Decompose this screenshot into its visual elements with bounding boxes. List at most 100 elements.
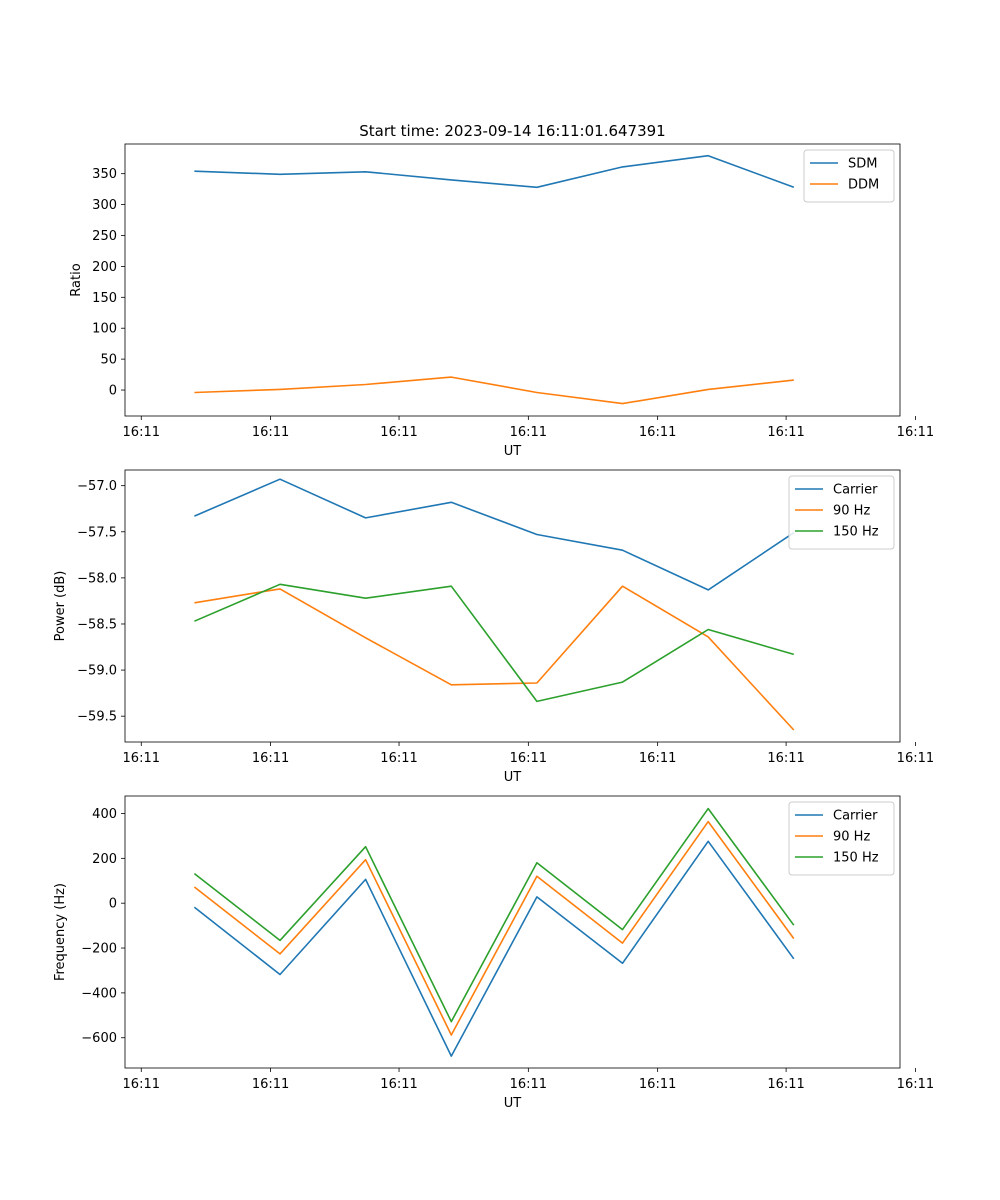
data-point (449, 683, 453, 687)
data-point (621, 548, 625, 552)
x-axis-label: UT (504, 770, 522, 785)
data-point (192, 619, 196, 623)
x-tick-label: 16:11 (252, 751, 289, 766)
y-tick-label: −400 (81, 986, 117, 1001)
subplot-1: 16:11 16:11 16:11 16:11 16:11 16:11 16:11 0 50 10… (69, 143, 934, 459)
data-point (792, 937, 796, 941)
x-tick-label: 16:11 (252, 425, 289, 440)
y-tick-label: −57.0 (77, 479, 117, 494)
data-point (278, 172, 282, 176)
series-line-carrier (193, 840, 795, 1057)
legend-label: 90 Hz (833, 504, 870, 519)
legend-label: DDM (848, 178, 879, 193)
y-tick-label: 150 (92, 291, 117, 306)
plots: 16:11 16:11 16:11 16:11 16:11 16:11 16:11 0 50 10… (53, 143, 934, 1111)
data-point (192, 391, 196, 395)
legend-label: SDM (848, 157, 877, 172)
series-line-carrier (194, 478, 795, 591)
data-point (792, 728, 796, 732)
data-point (706, 820, 710, 824)
y-tick-label: 200 (92, 260, 117, 275)
data-point (706, 635, 710, 639)
data-point (706, 588, 710, 592)
x-tick-label: 16:11 (639, 751, 676, 766)
data-point (364, 516, 368, 520)
data-point (535, 874, 539, 878)
data-point (278, 952, 282, 956)
x-tick-label: 16:11 (767, 751, 804, 766)
legend-label: Carrier (833, 809, 878, 824)
data-point (364, 170, 368, 174)
data-point (449, 584, 453, 588)
data-point (621, 680, 625, 684)
data-point (535, 185, 539, 189)
data-point (621, 402, 625, 406)
data-point (364, 596, 368, 600)
data-point (621, 941, 625, 945)
series-line-150-hz (193, 807, 795, 1023)
data-point (706, 839, 710, 843)
y-tick-label: 250 (92, 229, 117, 244)
x-axis-label: UT (504, 444, 522, 459)
figure-title: Start time: 2023-09-14 16:11:01.647391 (359, 122, 665, 140)
data-point (792, 185, 796, 189)
data-point (535, 861, 539, 865)
y-tick-label: −58.5 (77, 617, 117, 632)
data-point (449, 1054, 453, 1058)
data-point (535, 895, 539, 899)
data-point (621, 961, 625, 965)
data-point (192, 885, 196, 889)
data-point (706, 807, 710, 811)
data-point (192, 905, 196, 909)
data-point (364, 845, 368, 849)
x-tick-label: 16:11 (767, 425, 804, 440)
x-tick-label: 16:11 (380, 751, 417, 766)
axes-frame (124, 143, 901, 417)
x-tick-label: 16:11 (510, 751, 547, 766)
y-tick-label: 100 (92, 322, 117, 337)
data-point (621, 928, 625, 932)
data-point (278, 582, 282, 586)
y-tick-label: 0 (109, 897, 117, 912)
data-point (449, 500, 453, 504)
y-tick-label: −57.5 (77, 525, 117, 540)
x-tick-label: 16:11 (897, 751, 934, 766)
y-tick-label: 400 (92, 807, 117, 822)
data-point (364, 382, 368, 386)
data-point (278, 587, 282, 591)
y-tick-label: −600 (81, 1031, 117, 1046)
series-line-150-hz (194, 583, 795, 703)
y-axis-label: Power (dB) (53, 571, 68, 642)
y-tick-label: 300 (92, 198, 117, 213)
data-point (449, 1033, 453, 1037)
x-tick-label: 16:11 (767, 1077, 804, 1092)
x-tick-label: 16:11 (380, 1077, 417, 1092)
data-point (535, 391, 539, 395)
data-point (278, 972, 282, 976)
data-point (706, 387, 710, 391)
series-line-ddm (194, 376, 794, 405)
axes-frame (124, 795, 901, 1069)
x-tick-label: 16:11 (897, 425, 934, 440)
data-point (706, 154, 710, 158)
series-line-sdm (194, 154, 795, 189)
y-tick-label: −59.5 (77, 710, 117, 725)
x-tick-label: 16:11 (510, 1077, 547, 1092)
data-point (535, 533, 539, 537)
data-point (278, 387, 282, 391)
y-tick-label: −58.0 (77, 571, 117, 586)
data-point (792, 957, 796, 961)
data-point (192, 514, 196, 518)
data-point (706, 628, 710, 632)
data-point (792, 378, 796, 382)
data-point (278, 938, 282, 942)
legend-label: Carrier (833, 483, 878, 498)
x-tick-label: 16:11 (639, 425, 676, 440)
data-point (449, 1020, 453, 1024)
x-tick-label: 16:11 (123, 751, 160, 766)
data-point (278, 477, 282, 481)
subplot-2: 16:11 16:11 16:11 16:11 16:11 16:11 16:11 −59.5… (53, 469, 934, 785)
data-point (792, 923, 796, 927)
x-tick-label: 16:11 (510, 425, 547, 440)
